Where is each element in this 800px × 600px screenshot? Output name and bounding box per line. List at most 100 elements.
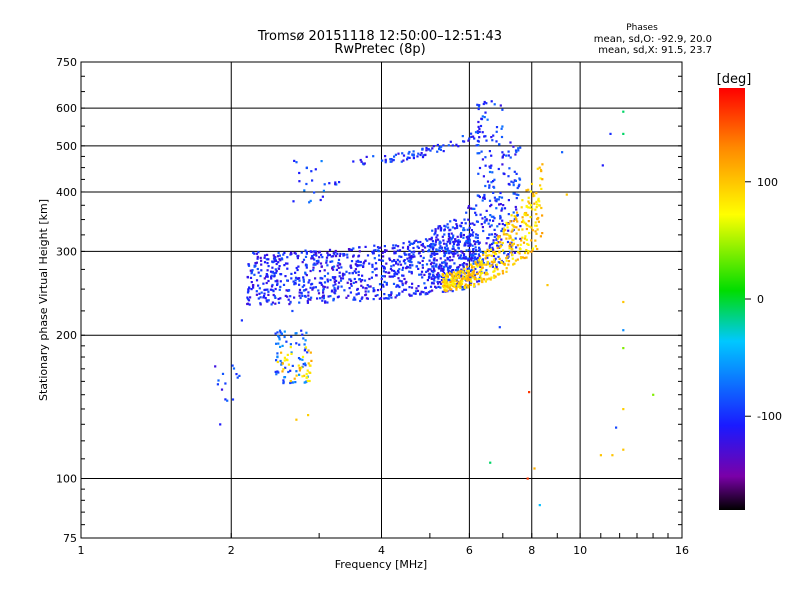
data-point [470,266,474,269]
data-point [263,295,266,298]
data-point [477,125,480,128]
data-point [355,293,358,296]
data-point [472,285,476,288]
data-point [528,231,531,235]
data-point [278,254,281,257]
data-point [491,265,494,268]
data-point [303,294,307,298]
data-point [489,243,492,246]
data-point [454,249,457,252]
data-point [510,241,513,244]
data-point [447,235,451,238]
data-point [480,268,483,271]
data-point [421,249,424,252]
data-point [265,258,268,261]
data-point [305,274,308,277]
data-point [546,284,549,287]
data-point [508,237,511,240]
data-point [305,331,308,334]
data-point [296,277,299,280]
data-point [401,282,404,285]
data-point [255,293,258,296]
x-tick-label: 16 [675,544,689,557]
data-point [481,258,485,261]
data-point [401,246,405,249]
data-point [458,264,462,267]
data-point [283,356,286,359]
data-point [478,136,481,139]
data-point [333,288,336,291]
data-point [471,257,474,260]
data-point [289,346,292,349]
data-point [411,264,414,267]
data-point [524,251,527,255]
data-point [372,298,375,301]
data-point [303,284,306,287]
data-point [472,231,475,234]
data-point [311,255,314,258]
data-point [320,160,323,163]
data-point [480,280,484,283]
data-point [247,263,250,266]
data-point [279,273,282,276]
data-point [360,160,363,163]
data-point [527,200,530,203]
data-point [434,231,437,234]
data-point [283,251,286,254]
data-point [409,258,412,261]
data-point [298,180,301,183]
data-point [473,283,476,286]
data-point [514,216,517,219]
data-point [310,170,313,173]
data-point [307,294,310,297]
data-point [488,165,491,168]
data-point [310,257,313,260]
data-point [270,274,273,277]
data-point [363,261,366,264]
data-point [357,264,360,267]
data-point [314,168,317,171]
data-point [442,276,445,279]
data-point [280,257,283,260]
data-point [467,206,470,209]
data-point [306,300,309,303]
data-point [309,199,312,202]
data-point [410,272,413,275]
data-point [474,246,477,249]
data-point [408,293,411,296]
data-point [493,274,496,277]
data-point [484,111,487,114]
data-point [520,239,523,242]
data-point [317,259,320,262]
data-point [381,283,384,286]
data-point [290,277,293,280]
data-point [325,261,328,264]
data-point [437,277,440,280]
data-point [492,134,495,137]
data-point [513,262,516,265]
data-point [469,251,472,254]
data-point [524,222,528,225]
data-point [533,467,536,470]
data-point [317,289,320,292]
data-point [448,229,451,232]
data-point [337,266,340,269]
data-point [530,250,533,253]
data-point [471,234,474,237]
data-point [221,372,225,375]
data-point [397,284,400,287]
data-point [536,228,539,231]
data-point [444,262,447,265]
data-point [444,287,447,290]
data-point [337,285,340,288]
data-point [400,160,403,163]
data-point [412,154,415,157]
colorbar-tick-label: -100 [757,410,782,423]
data-point [306,369,309,372]
data-point [443,228,446,231]
data-point [373,257,376,260]
x-tick-label: 1 [78,544,85,557]
data-point [482,102,485,106]
data-point [473,256,477,259]
